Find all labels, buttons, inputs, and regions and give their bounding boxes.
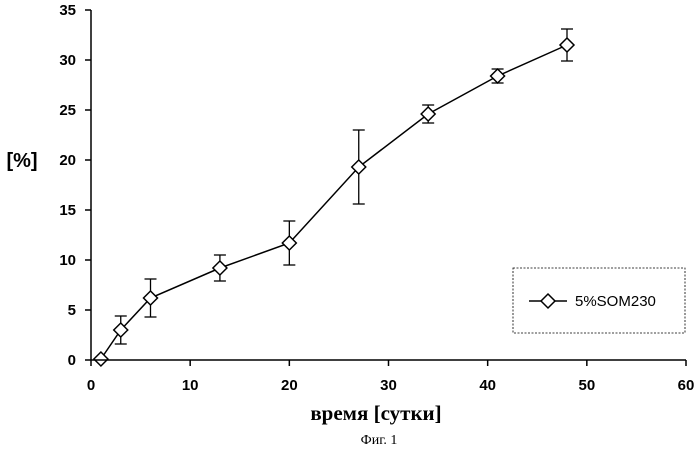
- legend: 5%SOM230: [513, 268, 685, 333]
- data-point-3: [213, 261, 227, 275]
- x-tick-label-60: 60: [678, 377, 695, 394]
- y-tick-label-5: 5: [68, 302, 76, 319]
- y-tick-label-25: 25: [59, 102, 76, 119]
- x-tick-label-50: 50: [578, 377, 595, 394]
- series-line-0: [101, 45, 567, 359]
- x-tick-label-0: 0: [87, 377, 95, 394]
- x-tick-label-10: 10: [182, 377, 199, 394]
- x-tick-label-40: 40: [479, 377, 496, 394]
- x-tick-label-20: 20: [281, 377, 298, 394]
- data-point-7: [491, 69, 505, 83]
- x-axis-title: время [сутки]: [310, 401, 441, 425]
- y-tick-label-10: 10: [59, 252, 76, 269]
- y-axis-ticks: 0 5 10 15 20 25 30 35: [59, 2, 91, 369]
- y-tick-label-0: 0: [68, 352, 76, 369]
- x-tick-label-30: 30: [380, 377, 397, 394]
- data-point-6: [421, 107, 435, 121]
- y-tick-label-30: 30: [59, 52, 76, 69]
- data-point-8: [560, 38, 574, 52]
- series-layer: [94, 29, 574, 366]
- figure-caption: Фиг. 1: [361, 433, 398, 448]
- y-tick-label-20: 20: [59, 152, 76, 169]
- data-point-0: [94, 352, 108, 366]
- y-axis-title: [%]: [6, 150, 37, 172]
- x-axis-ticks: 0 10 20 30 40 50 60: [87, 360, 695, 394]
- legend-label: 5%SOM230: [575, 293, 656, 310]
- y-tick-label-35: 35: [59, 2, 76, 19]
- y-tick-label-15: 15: [59, 202, 76, 219]
